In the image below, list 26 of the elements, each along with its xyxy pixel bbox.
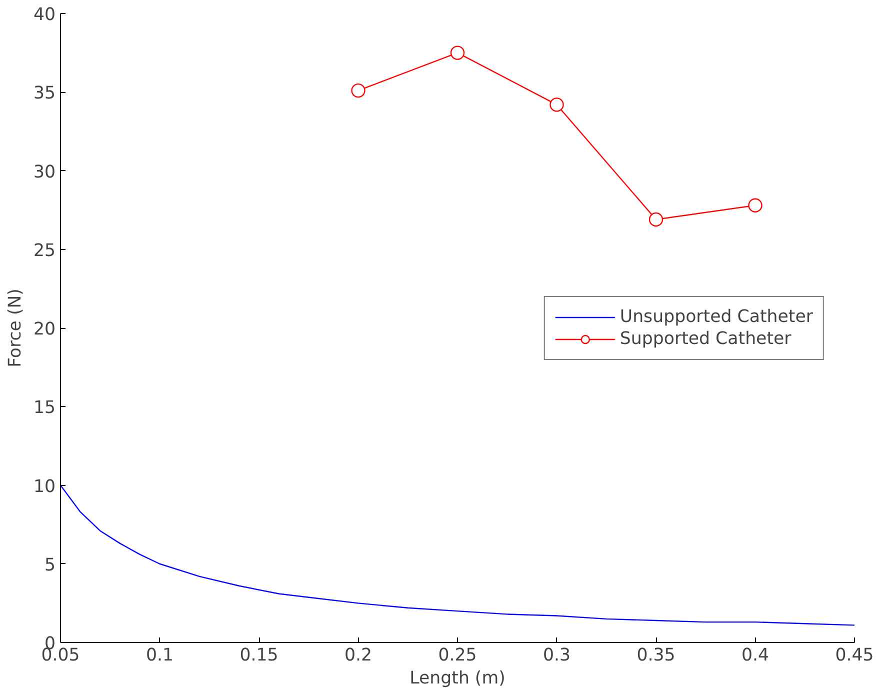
x-tick-label: 0.45 bbox=[835, 646, 874, 666]
y-tick-label: 10 bbox=[33, 476, 56, 497]
y-tick-label: 25 bbox=[33, 240, 56, 261]
x-axis-title: Length (m) bbox=[410, 668, 506, 688]
point bbox=[550, 98, 564, 112]
line-series bbox=[60, 484, 854, 626]
y-tick-label: 15 bbox=[33, 398, 56, 418]
x-tick-label: 0.1 bbox=[146, 646, 174, 666]
y-tick-label: 35 bbox=[33, 84, 56, 104]
y-tick-label: 30 bbox=[33, 162, 56, 182]
x-tick-label: 0.15 bbox=[240, 646, 278, 666]
y-tick-label: 5 bbox=[44, 555, 56, 576]
point bbox=[748, 198, 762, 212]
y-tick-label: 20 bbox=[33, 320, 56, 340]
y-axis-title: Force (N) bbox=[5, 288, 26, 368]
x-tick-label: 0.35 bbox=[636, 646, 676, 666]
x-tick-label: 0.2 bbox=[344, 646, 372, 666]
legend-label: Unsupported Catheter bbox=[620, 306, 813, 326]
point bbox=[351, 83, 366, 98]
x-tick-label: 0.3 bbox=[542, 646, 571, 666]
x-tick-label: 0.25 bbox=[438, 646, 477, 666]
y-tick-label: 40 bbox=[33, 5, 56, 25]
point bbox=[648, 212, 664, 227]
x-tick-label: 0.4 bbox=[741, 646, 770, 666]
point bbox=[450, 46, 465, 60]
legend-label: Supported Catheter bbox=[620, 328, 792, 348]
